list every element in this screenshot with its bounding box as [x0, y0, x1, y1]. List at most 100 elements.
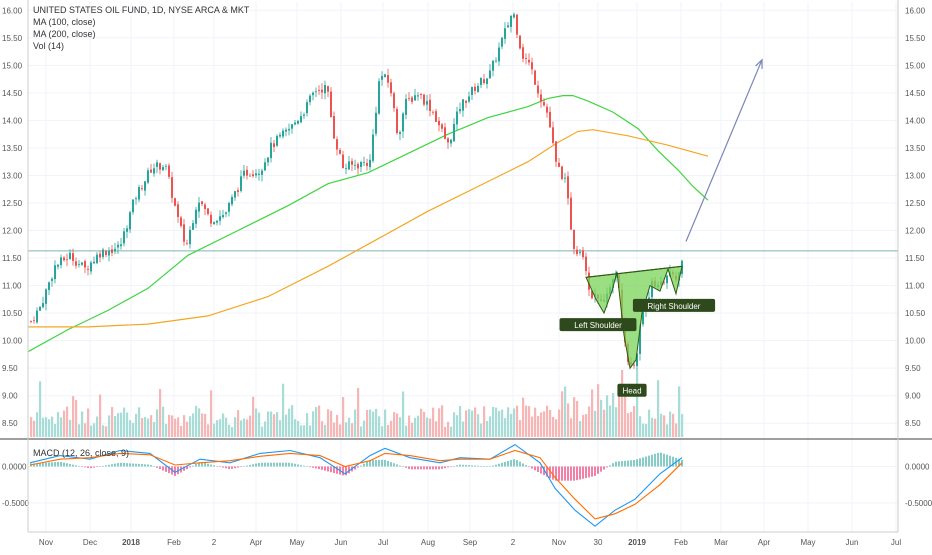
candle-body — [168, 165, 170, 177]
candle-body — [432, 111, 434, 113]
volume-bar — [60, 417, 63, 437]
volume-bar — [594, 410, 597, 437]
volume-bar — [141, 418, 144, 437]
volume-bar — [669, 411, 672, 437]
volume-bar — [426, 417, 429, 437]
macd-histogram-bar — [432, 466, 434, 470]
macd-histogram-bar — [528, 466, 530, 467]
macd-histogram-bar — [468, 465, 470, 467]
volume-bar — [582, 415, 585, 437]
macd-histogram-bar — [369, 459, 371, 467]
x-tick-label: 2018 — [122, 538, 140, 547]
y-tick-label-left: 15.00 — [2, 61, 23, 70]
volume-bar — [615, 407, 618, 437]
volume-bar — [258, 412, 261, 437]
volume-bar — [564, 386, 567, 437]
candle-body — [33, 320, 35, 322]
volume-bar — [645, 423, 648, 437]
macd-histogram-bar — [159, 466, 161, 470]
macd-histogram-bar — [318, 466, 320, 470]
macd-histogram-bar — [234, 466, 236, 469]
candle-body — [399, 132, 401, 134]
candle-body — [558, 162, 560, 167]
volume-bar — [210, 390, 213, 437]
macd-histogram-bar — [63, 462, 65, 467]
volume-bar — [75, 400, 78, 437]
candle-body — [255, 173, 257, 176]
volume-bar — [510, 413, 513, 437]
volume-bar — [255, 408, 258, 437]
macd-histogram-bar — [348, 466, 350, 474]
macd-histogram-bar — [252, 464, 254, 467]
macd-histogram-bar — [288, 462, 290, 467]
volume-bar — [330, 410, 333, 437]
macd-histogram-bar — [168, 466, 170, 474]
volume-bar — [549, 410, 552, 437]
candle-body — [408, 98, 410, 99]
volume-bar — [672, 413, 675, 437]
candle-body — [462, 99, 464, 111]
macd-histogram-bar — [600, 466, 602, 472]
macd-histogram-bar — [627, 460, 629, 467]
volume-bar — [381, 426, 384, 437]
volume-bar — [420, 408, 423, 437]
candle-body — [69, 252, 71, 260]
macd-histogram-bar — [42, 462, 44, 467]
volume-bar — [447, 421, 450, 437]
volume-bar — [267, 411, 270, 437]
volume-bar — [324, 424, 327, 437]
candle-body — [75, 261, 77, 266]
volume-bar — [639, 416, 642, 437]
volume-bar — [261, 426, 264, 437]
annotation-label: Head — [622, 387, 641, 396]
macd-histogram-bar — [195, 464, 197, 467]
macd-histogram-bar — [174, 466, 176, 476]
volume-bar — [282, 383, 285, 437]
candle-body — [663, 281, 665, 283]
candle-body — [534, 70, 536, 85]
volume-bar — [396, 413, 399, 437]
volume-bar — [651, 417, 654, 437]
candle-body — [354, 164, 356, 166]
volume-bar — [345, 422, 348, 437]
volume-bar — [318, 405, 321, 437]
volume-bar — [117, 413, 120, 437]
legend-ma100: MA (100, close) — [33, 17, 96, 27]
macd-histogram-bar — [45, 462, 47, 467]
candle-body — [201, 201, 203, 205]
macd-histogram-bar — [306, 466, 308, 467]
macd-histogram-bar — [444, 466, 446, 469]
candle-body — [651, 280, 653, 298]
macd-histogram-bar — [114, 463, 116, 467]
macd-histogram-bar — [624, 460, 626, 467]
volume-bar — [159, 389, 162, 437]
candle-body — [231, 196, 233, 205]
macd-histogram-bar — [534, 466, 536, 471]
legend-vol: Vol (14) — [33, 41, 64, 51]
candle-body — [498, 47, 500, 62]
candle-body — [333, 115, 335, 139]
candle-body — [132, 199, 134, 213]
volume-bar — [222, 413, 225, 437]
volume-bar — [195, 405, 198, 437]
candle-body — [453, 123, 455, 142]
macd-histogram-bar — [219, 466, 221, 467]
candle-body — [258, 173, 260, 175]
y-tick-label-left: 12.50 — [2, 199, 23, 208]
volume-bar — [144, 416, 147, 437]
candle-body — [216, 220, 218, 223]
volume-bar — [108, 415, 111, 437]
volume-bar — [33, 420, 36, 437]
candle-body — [324, 84, 326, 94]
macd-y-tick-label-left: -0.5000 — [2, 499, 30, 508]
candle-body — [153, 168, 155, 174]
macd-histogram-bar — [375, 459, 377, 467]
macd-histogram-bar — [405, 466, 407, 468]
macd-histogram-bar — [417, 466, 419, 470]
candle-body — [261, 170, 263, 175]
candle-body — [444, 127, 446, 139]
macd-histogram-bar — [678, 458, 680, 467]
volume-bar — [183, 415, 186, 437]
target-arrow-head — [755, 58, 763, 69]
volume-bar — [153, 421, 156, 437]
